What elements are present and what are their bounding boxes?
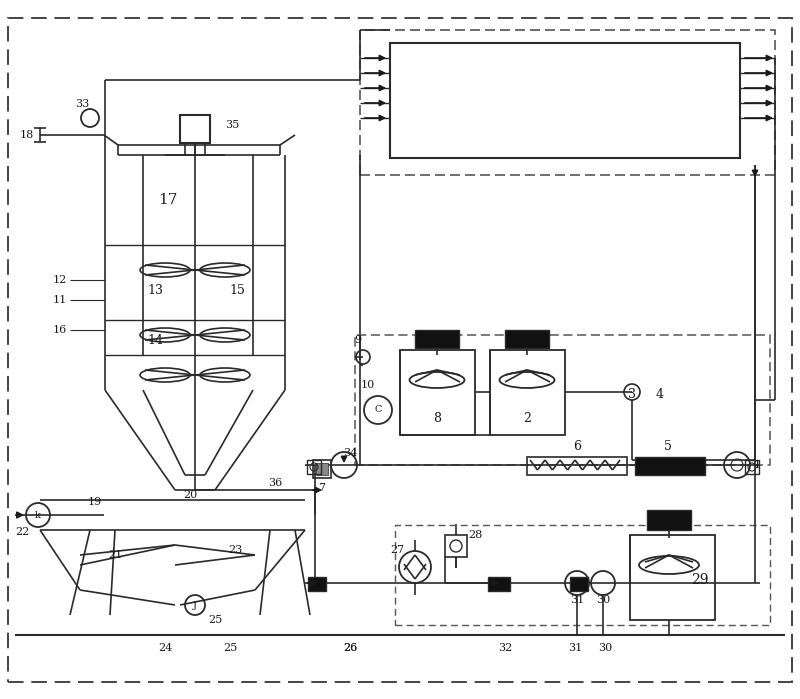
Bar: [313, 460, 331, 478]
Text: 15: 15: [229, 284, 245, 296]
Bar: [415, 330, 459, 348]
Bar: [745, 460, 759, 474]
Text: 17: 17: [158, 193, 178, 207]
Text: 6: 6: [573, 440, 581, 454]
Text: 14: 14: [147, 333, 163, 347]
Text: 19: 19: [88, 497, 102, 507]
Bar: [400, 350, 475, 435]
Bar: [395, 525, 770, 625]
Text: C: C: [374, 405, 382, 415]
Text: 16: 16: [53, 325, 67, 335]
Bar: [360, 30, 775, 175]
Text: 11: 11: [53, 295, 67, 305]
Text: 33: 33: [75, 99, 89, 109]
Text: 30: 30: [596, 595, 610, 605]
Text: 34: 34: [343, 448, 357, 458]
Text: 29: 29: [691, 573, 709, 587]
Text: 24: 24: [158, 643, 172, 653]
Bar: [316, 463, 328, 475]
Text: 7: 7: [318, 483, 326, 493]
Text: 3: 3: [628, 389, 636, 401]
Bar: [630, 535, 715, 620]
Text: 27: 27: [390, 545, 404, 555]
Text: 4: 4: [656, 389, 664, 401]
Text: 20: 20: [183, 490, 197, 500]
Bar: [488, 577, 510, 591]
Text: 30: 30: [598, 643, 612, 653]
Text: 13: 13: [147, 284, 163, 296]
Bar: [570, 577, 588, 591]
Text: 23: 23: [228, 545, 242, 555]
Text: 21: 21: [108, 550, 122, 560]
Text: 10: 10: [361, 380, 375, 390]
Text: 22: 22: [15, 527, 29, 537]
Text: k: k: [35, 510, 41, 519]
Text: 18: 18: [20, 130, 34, 140]
Text: 12: 12: [53, 275, 67, 285]
Bar: [307, 460, 321, 474]
Text: 25: 25: [223, 643, 237, 653]
Text: J: J: [193, 600, 197, 610]
Text: 25: 25: [208, 615, 222, 625]
Text: 31: 31: [570, 595, 584, 605]
Text: 28: 28: [468, 530, 482, 540]
Text: 31: 31: [568, 643, 582, 653]
Bar: [355, 335, 770, 465]
Text: 8: 8: [433, 412, 441, 424]
Text: 35: 35: [225, 120, 239, 130]
Text: 26: 26: [343, 643, 357, 653]
Text: 32: 32: [498, 643, 512, 653]
Bar: [647, 510, 691, 530]
Bar: [527, 457, 627, 475]
Text: 26: 26: [343, 643, 357, 653]
Bar: [490, 350, 565, 435]
Text: 1: 1: [754, 460, 761, 470]
Text: 36: 36: [268, 478, 282, 488]
Bar: [505, 330, 549, 348]
Bar: [390, 43, 740, 158]
Text: 9: 9: [354, 335, 362, 345]
Text: 2: 2: [523, 412, 531, 424]
Text: 5: 5: [664, 440, 672, 454]
Bar: [445, 535, 467, 557]
Bar: [635, 457, 705, 475]
Bar: [308, 577, 326, 591]
Bar: [180, 115, 210, 143]
